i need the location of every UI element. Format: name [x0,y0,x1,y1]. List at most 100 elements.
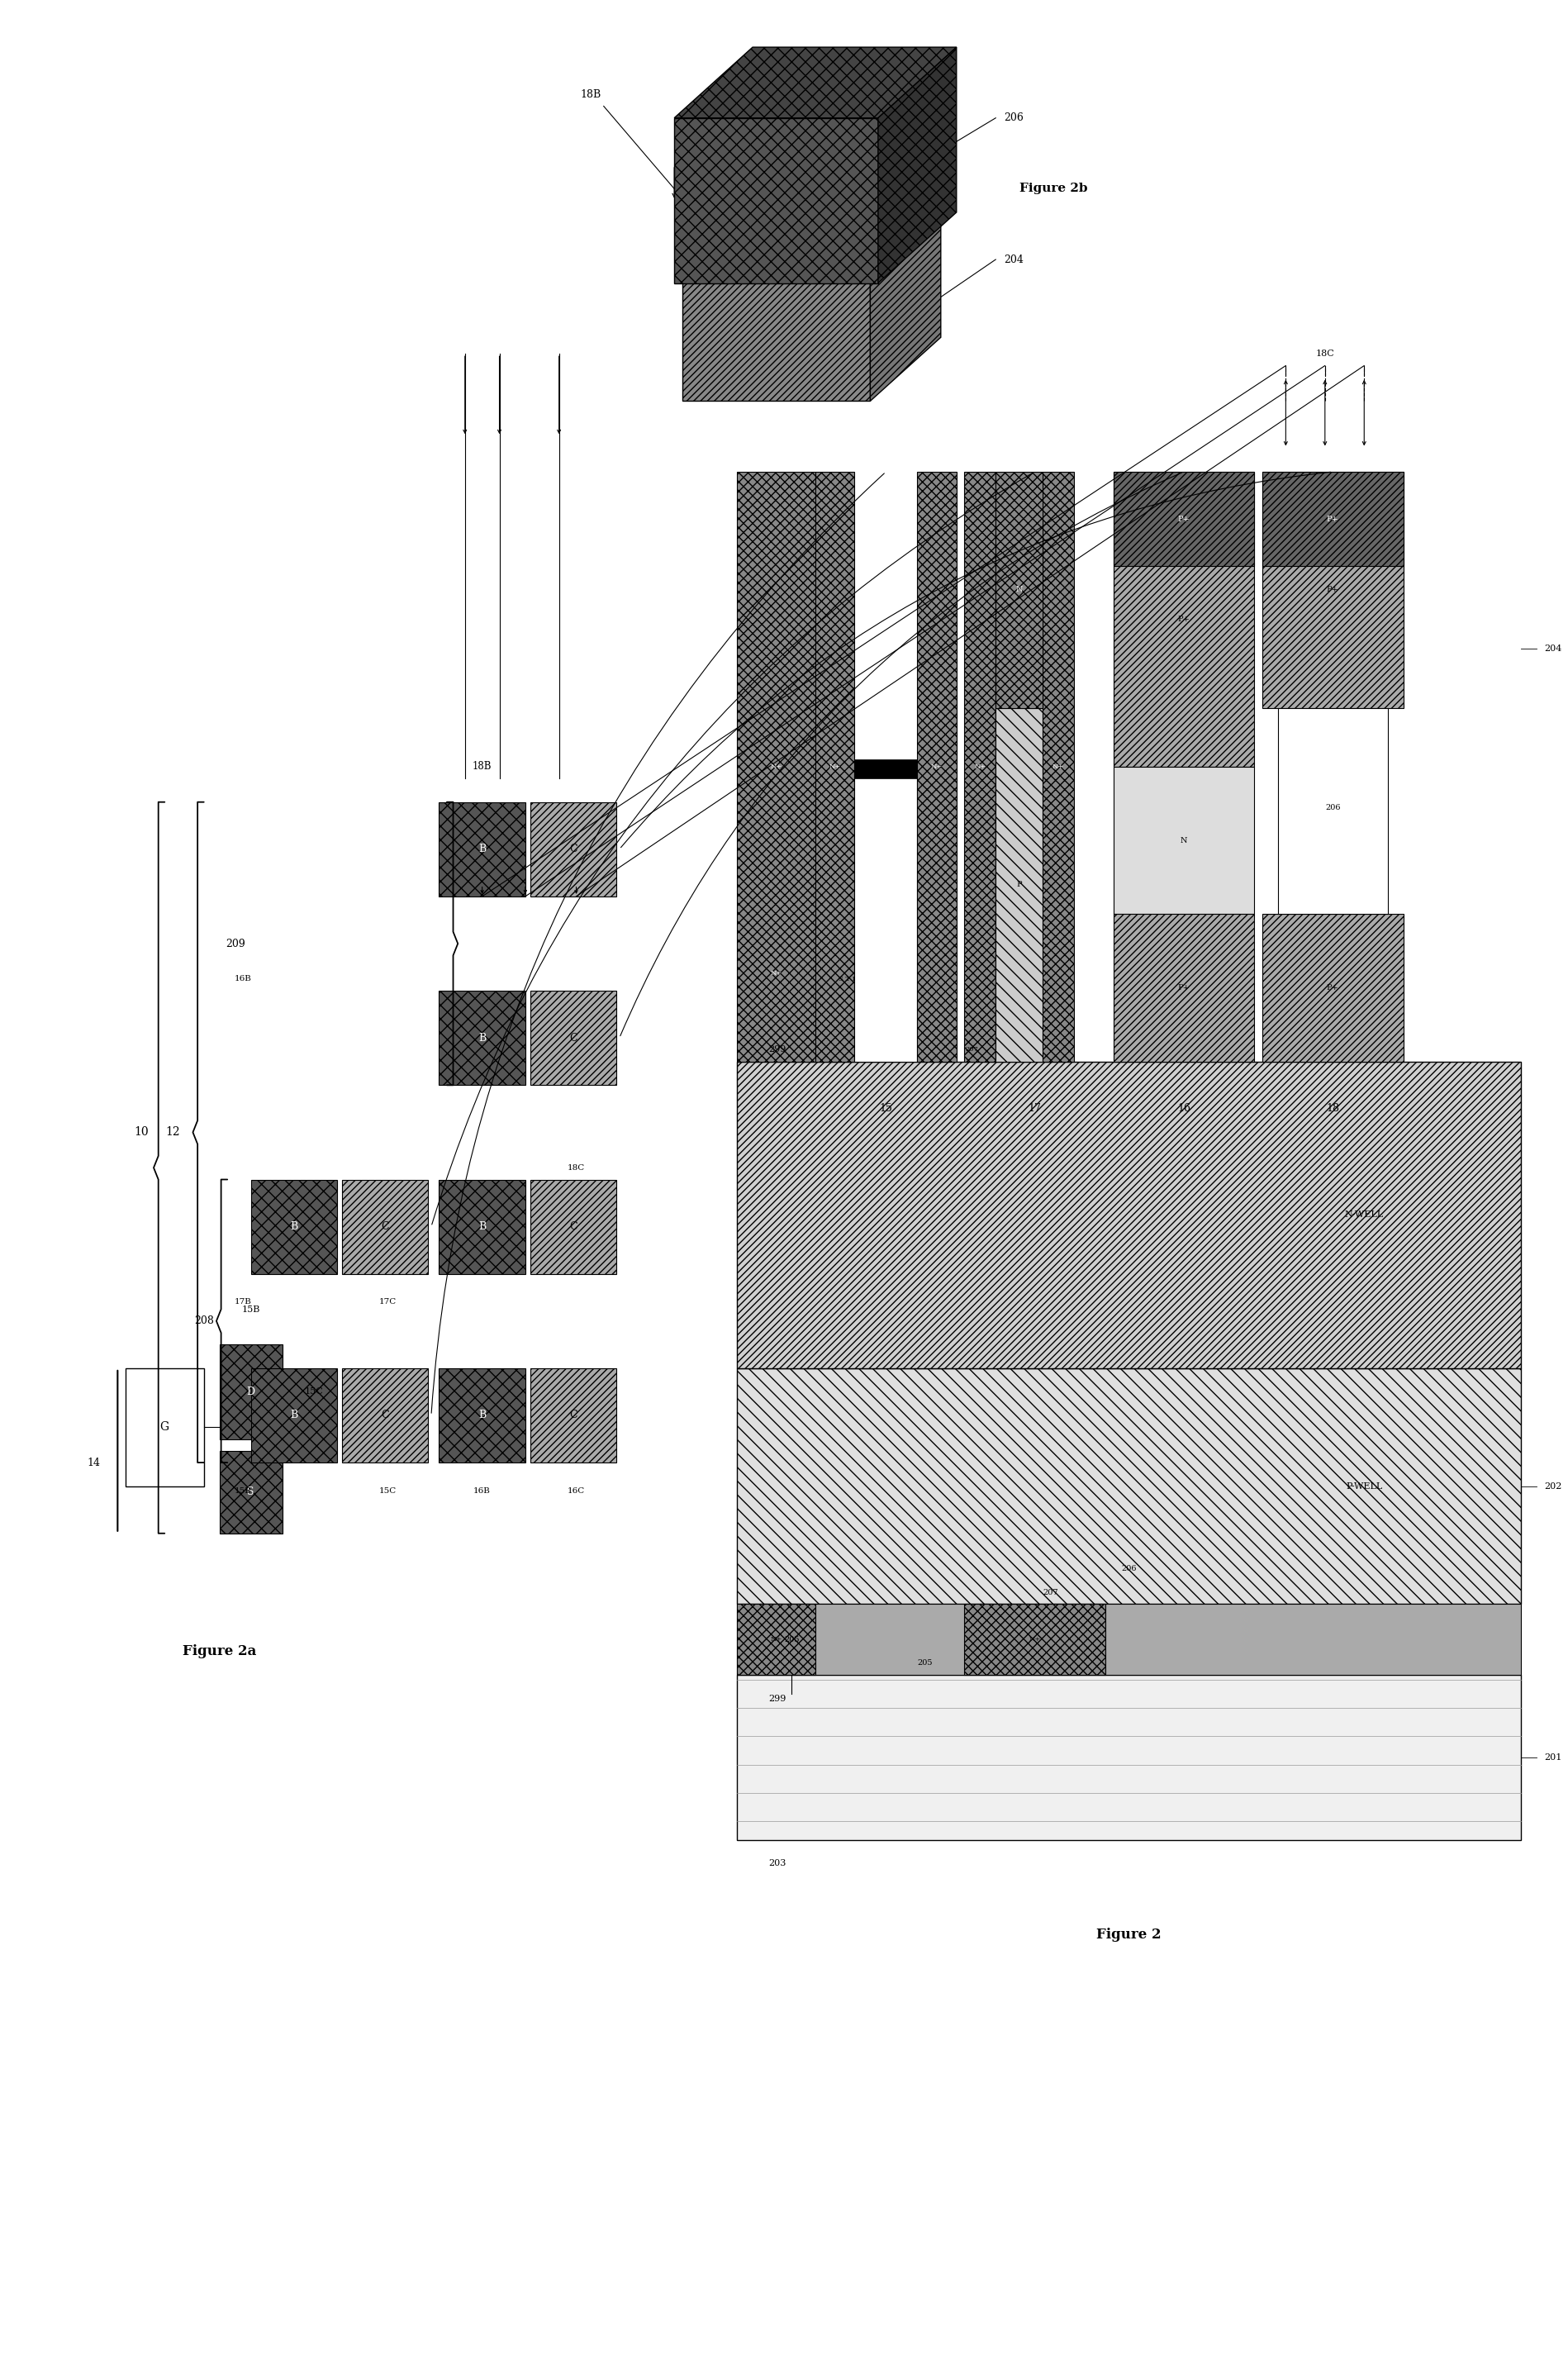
Text: N: N [1016,585,1022,594]
Text: 204: 204 [1544,644,1562,653]
Bar [439,1180,525,1274]
Text: 16C: 16C [568,1486,585,1496]
Text: 10: 10 [133,1128,149,1137]
Bar [964,1604,1105,1675]
Text: P-WELL: P-WELL [1345,1481,1383,1491]
Bar [1113,913,1254,1062]
Text: B: B [478,1222,486,1231]
Text: N: N [1181,837,1187,845]
Bar [815,472,855,1062]
Bar [1113,472,1254,566]
Polygon shape [674,47,956,118]
Text: P+: P+ [1178,514,1190,524]
Bar [964,472,996,1062]
Text: 205: 205 [917,1658,933,1668]
Text: P+: P+ [1327,984,1339,991]
Polygon shape [682,271,870,401]
Text: 205: 205 [784,1635,800,1644]
Bar [1262,472,1403,708]
Text: B: B [290,1411,298,1420]
Bar [917,472,956,1062]
Bar [125,1368,204,1486]
Bar [1113,767,1254,913]
Bar [342,1368,428,1463]
Text: P+: P+ [1178,616,1190,623]
Text: B: B [290,1222,298,1231]
Text: 18C: 18C [1316,349,1334,359]
Text: 15B: 15B [241,1305,260,1314]
Bar [439,802,525,896]
Text: S T I: S T I [839,977,855,981]
Text: P+: P+ [1327,585,1339,594]
Text: C: C [381,1411,389,1420]
Text: Figure 2: Figure 2 [1096,1927,1162,1941]
Polygon shape [878,47,956,283]
Text: 17: 17 [1029,1104,1041,1113]
Bar [737,1675,1521,1840]
Text: 208: 208 [194,1316,213,1326]
Bar [251,1368,337,1463]
Text: 12: 12 [165,1128,180,1137]
Text: 15B: 15B [235,1486,251,1496]
Text: 17C: 17C [379,1297,397,1307]
Bar [737,1368,1521,1604]
Text: 203: 203 [768,1859,786,1868]
Text: 16: 16 [1178,1104,1190,1113]
Bar [251,1180,337,1274]
Text: D: D [246,1387,256,1397]
Text: N+: N+ [770,970,782,977]
Text: 14: 14 [88,1458,100,1467]
Text: Figure 2a: Figure 2a [182,1644,257,1658]
Text: C: C [381,1222,389,1231]
Text: C: C [569,845,577,854]
Text: G: G [160,1422,169,1432]
Bar [439,991,525,1085]
Text: 18B: 18B [580,90,601,99]
Bar [220,1345,282,1439]
Bar [1262,913,1403,1062]
Text: 207: 207 [1043,1588,1058,1597]
Text: 15C: 15C [304,1387,323,1397]
Bar [342,1180,428,1274]
Text: N+: N+ [829,764,840,769]
Bar [855,767,917,1062]
Bar [1278,708,1388,913]
Text: 15: 15 [880,1104,892,1113]
Bar [530,802,616,896]
Text: S: S [248,1486,254,1498]
Bar [220,1451,282,1533]
Text: 206: 206 [1121,1564,1137,1573]
Text: 201: 201 [1544,1753,1562,1762]
Text: 18: 18 [1327,1104,1339,1113]
Text: P+: P+ [1178,984,1190,991]
Text: P+: P+ [1327,514,1339,524]
Text: B: B [478,845,486,854]
Text: 299: 299 [768,1045,786,1054]
Text: 204: 204 [1004,255,1024,264]
Text: 207: 207 [966,1047,978,1052]
Text: 299: 299 [768,1694,786,1703]
Text: N+: N+ [770,764,782,769]
Text: N+: N+ [1052,764,1065,769]
Text: 17B: 17B [235,1297,251,1307]
Text: Figure 2b: Figure 2b [1019,184,1087,193]
Bar [1043,472,1074,1062]
Bar [1262,472,1403,566]
Bar [996,472,1043,708]
Text: B: B [478,1033,486,1043]
Text: N+: N+ [931,764,942,769]
Bar [737,472,815,1062]
Text: N-WELL: N-WELL [1345,1210,1383,1220]
Text: B: B [478,1411,486,1420]
Text: 209: 209 [226,939,245,948]
Bar [815,896,878,1062]
Bar [530,1368,616,1463]
Bar [439,1368,525,1463]
Text: P: P [1016,880,1022,889]
Text: 18B: 18B [472,762,492,771]
Bar [737,1062,1521,1368]
Bar [855,760,917,778]
Polygon shape [682,208,941,271]
Text: N+: N+ [1029,1637,1041,1642]
Text: C: C [569,1222,577,1231]
